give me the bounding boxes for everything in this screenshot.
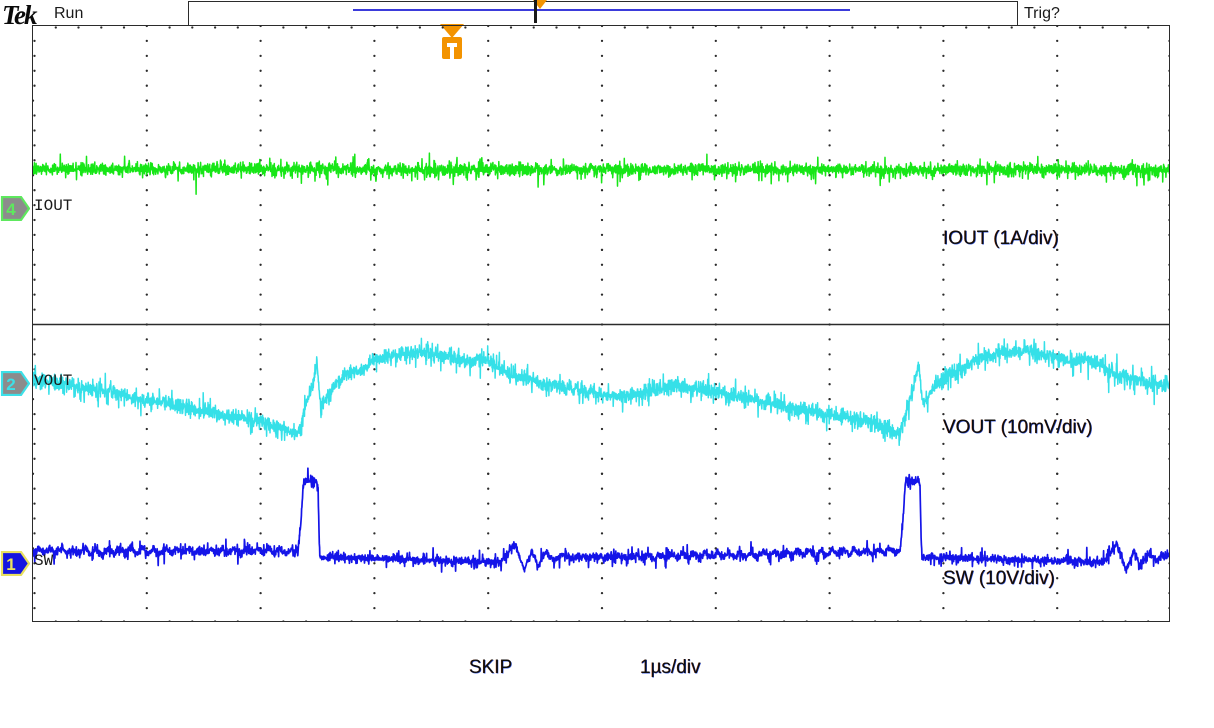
svg-text:1: 1 [6,555,15,574]
svg-text:4: 4 [6,200,16,219]
svg-text:2: 2 [6,375,15,394]
